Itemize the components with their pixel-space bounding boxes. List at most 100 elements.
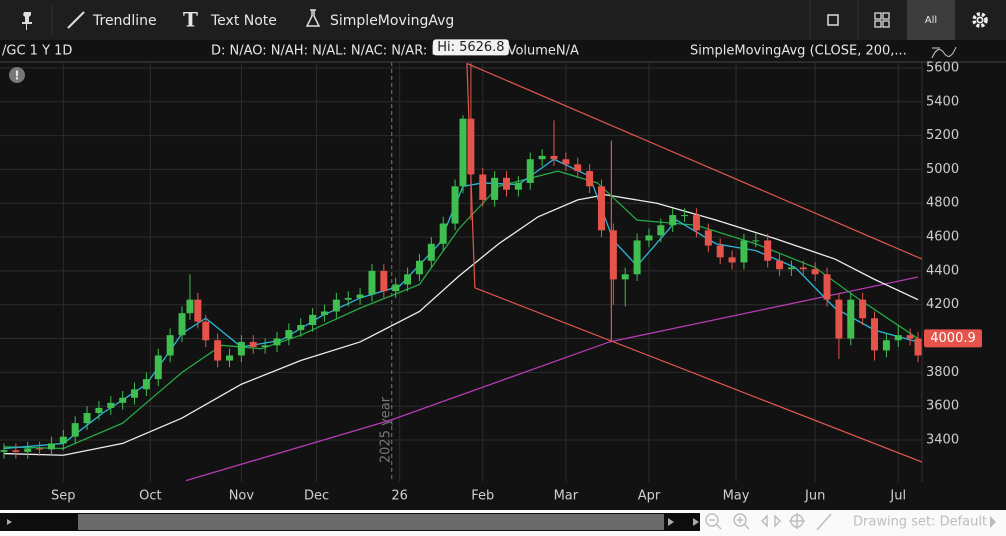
y-tick-label: 5400	[926, 94, 959, 109]
x-tick-label: Mar	[554, 489, 579, 504]
candle-body	[166, 335, 174, 356]
x-tick-label: Nov	[229, 489, 255, 504]
y-tick-label: 4200	[926, 297, 959, 312]
candle-body	[261, 345, 269, 348]
candle-body	[752, 240, 760, 242]
candle-body	[131, 389, 139, 398]
x-tick-label: Oct	[139, 489, 161, 504]
study-button[interactable]: SimpleMovingAvg	[305, 9, 454, 29]
candle-body	[439, 223, 447, 244]
candle-body	[871, 318, 879, 351]
candle-body	[71, 423, 79, 437]
candle-body	[514, 182, 522, 190]
candle-body	[332, 299, 340, 312]
plot: 2025 year	[0, 62, 922, 482]
x-tick-label: Apr	[638, 489, 661, 504]
svg-text:!: !	[14, 69, 19, 83]
y-tick-label: 3400	[926, 433, 959, 448]
candle-body	[237, 341, 245, 356]
last-price-box	[924, 329, 982, 348]
settings-button[interactable]	[972, 12, 988, 28]
pin-button[interactable]	[22, 12, 32, 30]
all-button[interactable]	[907, 0, 955, 40]
study-icon	[931, 46, 957, 59]
candle-body	[728, 257, 736, 263]
candle-body	[894, 335, 902, 341]
scroll-thumb[interactable]	[78, 514, 664, 530]
text-note-button[interactable]: T Text Note	[183, 8, 277, 32]
y-tick-label: 4800	[926, 196, 959, 211]
grid-layout-button[interactable]	[874, 12, 890, 28]
drawing-set-toggle[interactable]	[990, 516, 996, 528]
candle-body	[562, 159, 570, 165]
candle-body	[621, 274, 629, 280]
zoom-tools[interactable]	[705, 513, 832, 531]
candle-body	[214, 340, 222, 361]
candle-body	[467, 118, 475, 175]
candle-body	[142, 379, 150, 390]
candle-body	[356, 294, 364, 298]
candle-body	[586, 171, 594, 187]
annotation-box	[432, 39, 509, 56]
x-tick-label: 26	[391, 489, 408, 504]
y-tick-label: 5000	[926, 162, 959, 177]
candle-body	[681, 215, 689, 217]
candle-body	[95, 407, 103, 413]
candle-body	[119, 397, 127, 403]
candle-body	[24, 448, 32, 452]
candle-body	[344, 297, 352, 300]
candle-body	[368, 270, 376, 295]
candle-body	[392, 284, 400, 292]
candle-body	[415, 260, 423, 275]
last-price-label: 4000.9	[930, 331, 976, 346]
trendline-button[interactable]: Trendline	[67, 11, 157, 29]
candle-body	[764, 240, 772, 261]
candle-body	[178, 313, 186, 336]
candle-body	[194, 299, 202, 322]
candle-body	[609, 230, 617, 280]
candle-body	[451, 186, 459, 224]
x-tick-label: Jun	[804, 489, 825, 504]
candle-body	[914, 338, 922, 356]
candle-body	[36, 448, 44, 450]
candle-body	[285, 330, 293, 339]
button-label: Text Note	[210, 13, 277, 29]
svg-text:T: T	[183, 8, 198, 32]
candle-body	[823, 274, 831, 300]
year-marker-label: 2025 year	[378, 396, 393, 463]
candle-body	[59, 436, 67, 444]
button-label: Trendline	[92, 13, 157, 29]
candle-body	[503, 177, 511, 190]
candle-body	[154, 355, 162, 380]
candle-body	[787, 267, 795, 270]
single-layout-button[interactable]	[827, 14, 839, 26]
y-tick-label: 4600	[926, 230, 959, 245]
candle-body	[186, 299, 194, 314]
trendline	[466, 62, 922, 260]
candle-body	[906, 335, 914, 339]
x-tick-label: May	[723, 489, 750, 504]
candle-body	[597, 186, 605, 231]
candle-body	[811, 269, 819, 275]
trendline	[474, 287, 922, 463]
candle-body	[273, 338, 281, 346]
candle-body	[0, 450, 8, 452]
candle-body	[226, 355, 234, 361]
candle-body	[859, 299, 867, 319]
candle-body	[12, 450, 20, 452]
study-label: SimpleMovingAvg (CLOSE, 200,...	[690, 44, 907, 59]
candle-body	[309, 314, 317, 326]
alert-icon[interactable]	[9, 67, 25, 83]
y-tick-label: 5600	[926, 60, 959, 75]
x-tick-label: Jul	[889, 489, 906, 504]
candle-body	[479, 174, 487, 200]
candle-body	[835, 299, 843, 339]
ohlc-readout: D: N/AO: N/AH: N/AL: N/AC: N/AR: N/AFPL:…	[211, 44, 579, 59]
symbol-label: /GC 1 Y 1D	[2, 44, 72, 59]
candle-body	[297, 325, 305, 331]
candle-body	[574, 164, 582, 172]
moving-average	[185, 276, 919, 482]
candle-body	[491, 177, 499, 200]
